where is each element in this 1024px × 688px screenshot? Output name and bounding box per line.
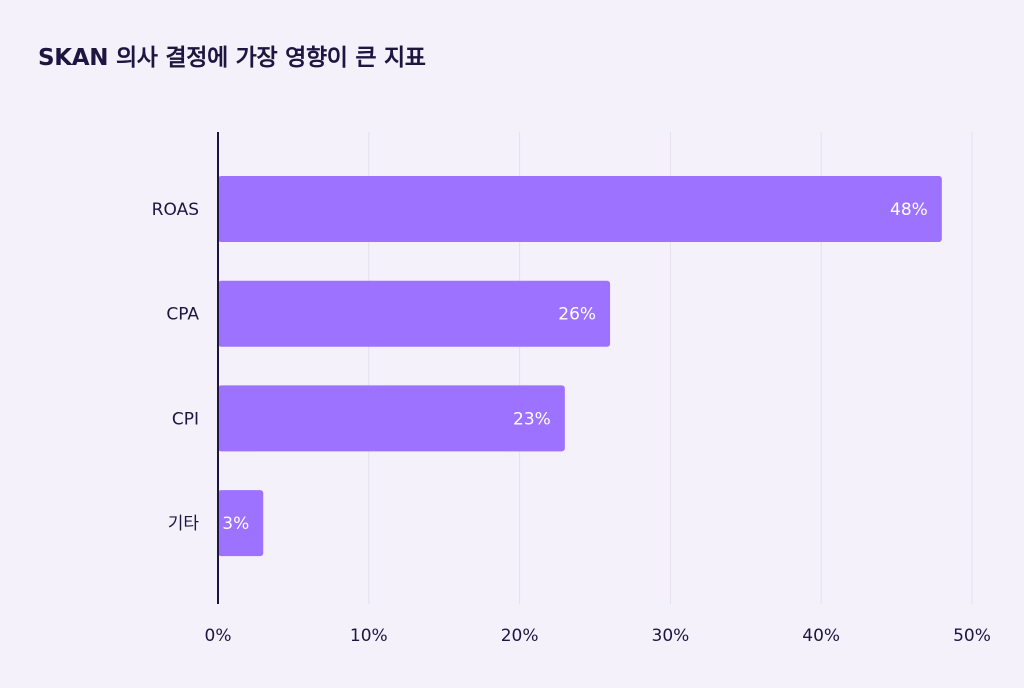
category-label: ROAS <box>152 200 199 220</box>
category-label: CPI <box>172 409 199 429</box>
bar <box>218 280 611 347</box>
x-tick-label: 50% <box>953 626 991 646</box>
category-label: CPA <box>166 305 199 325</box>
x-tick-label: 20% <box>501 626 539 646</box>
x-tick-label: 40% <box>802 626 840 646</box>
bar <box>218 490 264 557</box>
x-tick-label: 0% <box>205 626 232 646</box>
labels: 0% 10% 20% 30% 40% 50% ROAS 48% CPA 26% CPI 23% 기타 3% <box>152 200 991 646</box>
bar <box>218 385 565 452</box>
bar-value-label: 48% <box>890 200 928 220</box>
bar-value-label: 26% <box>558 305 596 325</box>
bar <box>218 176 942 242</box>
x-tick-label: 30% <box>652 626 690 646</box>
bar-value-label: 3% <box>222 514 249 534</box>
bar-value-label: 23% <box>513 409 551 429</box>
chart-title: SKAN 의사 결정에 가장 영향이 큰 지표 <box>38 45 426 71</box>
bars <box>218 176 942 557</box>
category-label: 기타 <box>168 514 200 534</box>
x-tick-label: 10% <box>350 626 388 646</box>
